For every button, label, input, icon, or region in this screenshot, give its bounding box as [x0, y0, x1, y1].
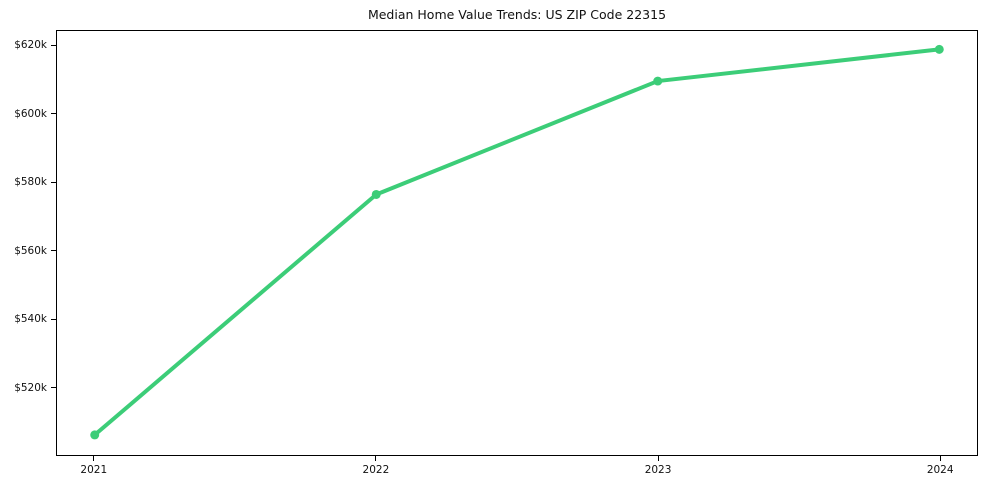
x-tick-label: 2023: [644, 464, 672, 476]
y-tick-mark: [51, 113, 56, 115]
y-tick-mark: [51, 44, 56, 46]
y-tick-mark: [51, 318, 56, 320]
x-tick-mark: [939, 456, 941, 461]
y-tick-mark: [51, 250, 56, 252]
trend-line: [92, 47, 942, 437]
x-tick-label: 2024: [926, 464, 954, 476]
line-series-canvas: [90, 44, 944, 440]
y-tick-label: $540k: [14, 313, 47, 326]
y-tick-mark: [51, 181, 56, 183]
x-tick-mark: [93, 456, 95, 461]
x-tick-mark: [375, 456, 377, 461]
x-tick-label: 2022: [362, 464, 390, 476]
y-tick-mark: [51, 387, 56, 389]
y-tick-label: $520k: [14, 381, 47, 394]
data-point-2024: [934, 44, 944, 54]
x-tick-label: 2021: [80, 464, 108, 476]
data-point-2022: [371, 189, 381, 199]
plot-area: [56, 30, 978, 456]
y-tick-label: $580k: [14, 176, 47, 189]
y-tick-label: $620k: [14, 39, 47, 52]
x-tick-mark: [657, 456, 659, 461]
chart-title: Median Home Value Trends: US ZIP Code 22…: [367, 7, 667, 22]
y-tick-label: $560k: [14, 244, 47, 257]
y-tick-label: $600k: [14, 107, 47, 120]
data-point-2023: [653, 76, 663, 86]
data-point-2021: [90, 430, 100, 440]
